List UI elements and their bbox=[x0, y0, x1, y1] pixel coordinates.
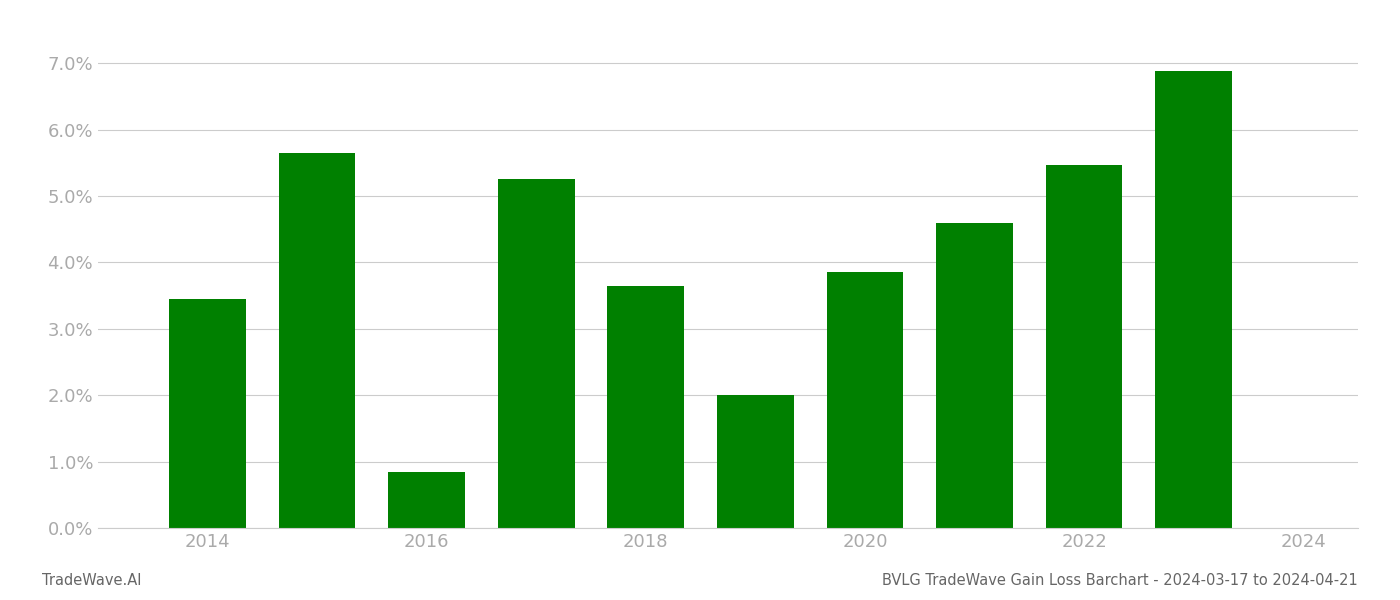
Bar bbox=[608, 286, 685, 528]
Bar bbox=[279, 153, 356, 528]
Text: TradeWave.AI: TradeWave.AI bbox=[42, 573, 141, 588]
Bar bbox=[169, 299, 246, 528]
Bar bbox=[717, 395, 794, 528]
Bar bbox=[937, 223, 1012, 528]
Bar bbox=[826, 272, 903, 528]
Bar bbox=[388, 472, 465, 528]
Bar bbox=[498, 179, 574, 528]
Text: BVLG TradeWave Gain Loss Barchart - 2024-03-17 to 2024-04-21: BVLG TradeWave Gain Loss Barchart - 2024… bbox=[882, 573, 1358, 588]
Bar bbox=[1155, 71, 1232, 528]
Bar bbox=[1046, 165, 1123, 528]
